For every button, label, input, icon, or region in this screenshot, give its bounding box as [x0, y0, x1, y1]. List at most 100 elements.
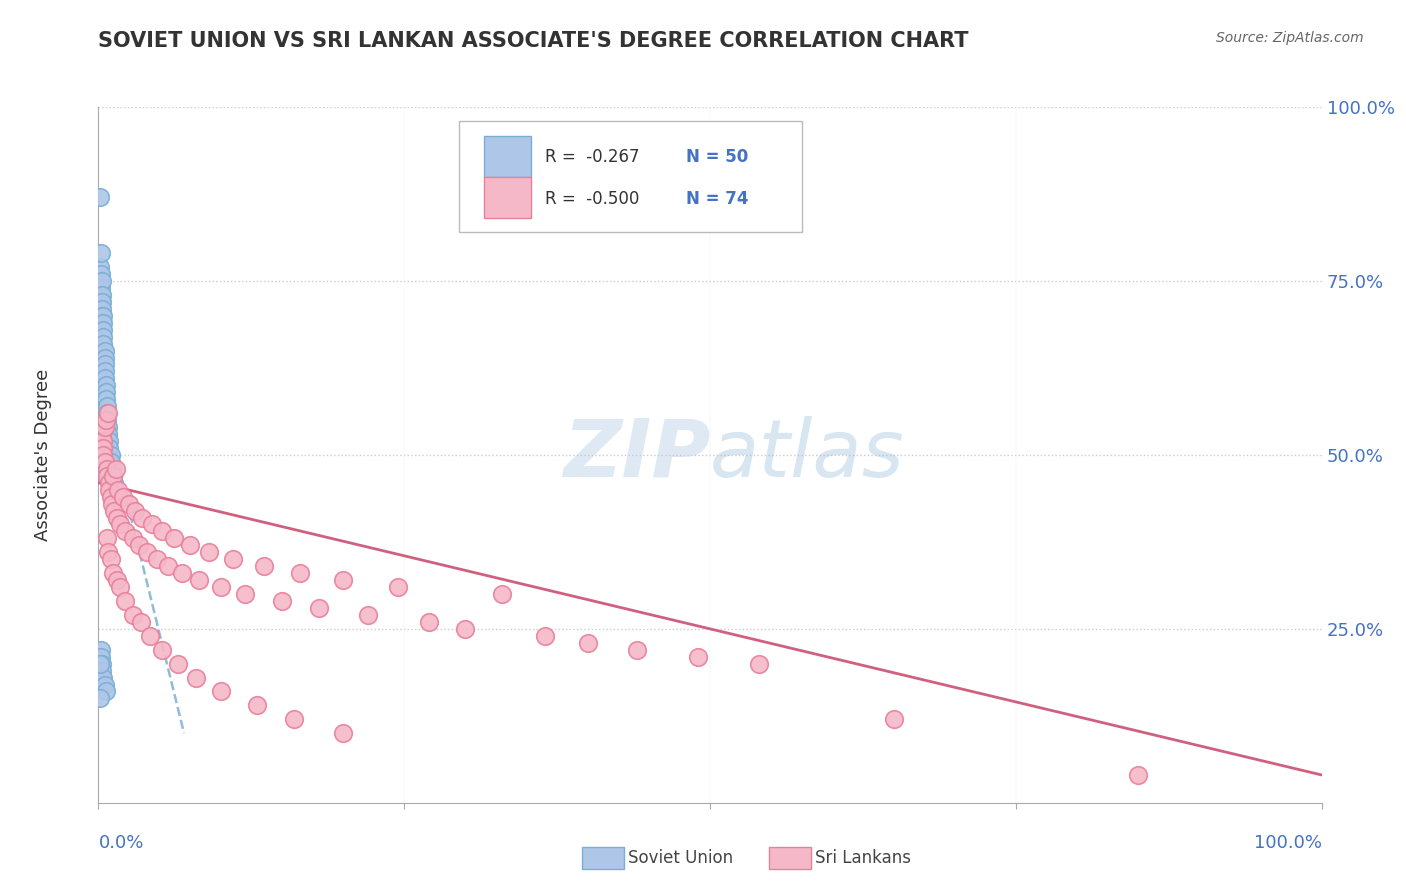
Point: [91, 441, 114, 455]
Point: [454, 622, 477, 636]
Text: 0.0%: 0.0%: [98, 834, 143, 852]
Point: [94, 684, 117, 698]
Point: [97, 420, 120, 434]
Point: [290, 566, 312, 581]
Point: [100, 448, 122, 462]
Point: [150, 524, 173, 539]
Point: [167, 657, 190, 671]
Point: [93, 358, 115, 372]
Point: [104, 462, 127, 476]
Point: [246, 698, 269, 713]
Point: [91, 294, 114, 309]
Point: [187, 573, 209, 587]
Point: [105, 510, 128, 524]
Point: [150, 642, 173, 657]
Point: [124, 503, 146, 517]
Point: [686, 649, 709, 664]
Point: [101, 468, 124, 483]
Point: [91, 448, 114, 462]
FancyBboxPatch shape: [460, 121, 801, 232]
Point: [146, 552, 169, 566]
Point: [114, 524, 136, 539]
Point: [1128, 768, 1150, 782]
Point: [89, 190, 111, 204]
Text: N = 74: N = 74: [686, 190, 748, 208]
Point: [94, 385, 117, 400]
Point: [93, 351, 115, 365]
Point: [96, 462, 118, 476]
Point: [98, 475, 121, 490]
Point: [136, 545, 159, 559]
Point: [209, 684, 232, 698]
Point: [157, 559, 180, 574]
Point: [748, 657, 770, 671]
Point: [91, 316, 114, 330]
Point: [101, 468, 124, 483]
Text: 100.0%: 100.0%: [1254, 834, 1322, 852]
Point: [129, 615, 152, 629]
Point: [97, 427, 120, 442]
FancyBboxPatch shape: [484, 178, 531, 219]
Point: [91, 274, 114, 288]
Point: [93, 677, 115, 691]
Point: [139, 629, 162, 643]
Point: [98, 441, 121, 455]
Point: [98, 434, 121, 448]
Point: [100, 490, 122, 504]
Point: [103, 475, 125, 490]
Point: [534, 629, 557, 643]
Point: [93, 371, 115, 385]
Point: [491, 587, 513, 601]
Point: [91, 427, 114, 442]
Point: [93, 343, 115, 358]
Point: [141, 517, 163, 532]
Point: [103, 503, 125, 517]
Point: [91, 434, 114, 448]
Point: [93, 364, 115, 378]
Point: [91, 323, 114, 337]
Text: Associate's Degree: Associate's Degree: [34, 368, 52, 541]
Point: [91, 301, 114, 316]
Point: [97, 545, 120, 559]
Point: [110, 580, 132, 594]
Point: [186, 671, 208, 685]
Point: [90, 462, 112, 476]
Text: R =  -0.500: R = -0.500: [546, 190, 640, 208]
Point: [94, 392, 117, 407]
Point: [91, 657, 114, 671]
Point: [91, 323, 114, 337]
Text: SOVIET UNION VS SRI LANKAN ASSOCIATE'S DEGREE CORRELATION CHART: SOVIET UNION VS SRI LANKAN ASSOCIATE'S D…: [98, 31, 969, 51]
Point: [90, 642, 112, 657]
Point: [91, 664, 114, 678]
Point: [100, 455, 122, 469]
FancyBboxPatch shape: [484, 136, 531, 177]
Point: [118, 497, 141, 511]
Point: [576, 636, 599, 650]
Point: [96, 399, 118, 413]
Text: ZIP: ZIP: [562, 416, 710, 494]
Point: [94, 378, 117, 392]
Point: [107, 483, 129, 497]
Point: [128, 538, 150, 552]
Point: [89, 274, 111, 288]
Point: [101, 566, 124, 581]
Point: [89, 260, 111, 274]
Text: Source: ZipAtlas.com: Source: ZipAtlas.com: [1216, 31, 1364, 45]
Point: [121, 532, 143, 546]
Point: [94, 413, 117, 427]
Point: [93, 455, 115, 469]
Point: [90, 649, 112, 664]
Point: [105, 573, 128, 587]
Point: [222, 552, 245, 566]
Point: [96, 413, 118, 427]
Point: [90, 294, 112, 309]
Text: N = 50: N = 50: [686, 148, 748, 166]
Point: [170, 566, 193, 581]
Point: [114, 594, 136, 608]
Point: [111, 490, 134, 504]
Point: [131, 510, 153, 524]
Point: [97, 406, 120, 420]
Point: [209, 580, 232, 594]
Point: [90, 281, 112, 295]
Point: [91, 309, 114, 323]
